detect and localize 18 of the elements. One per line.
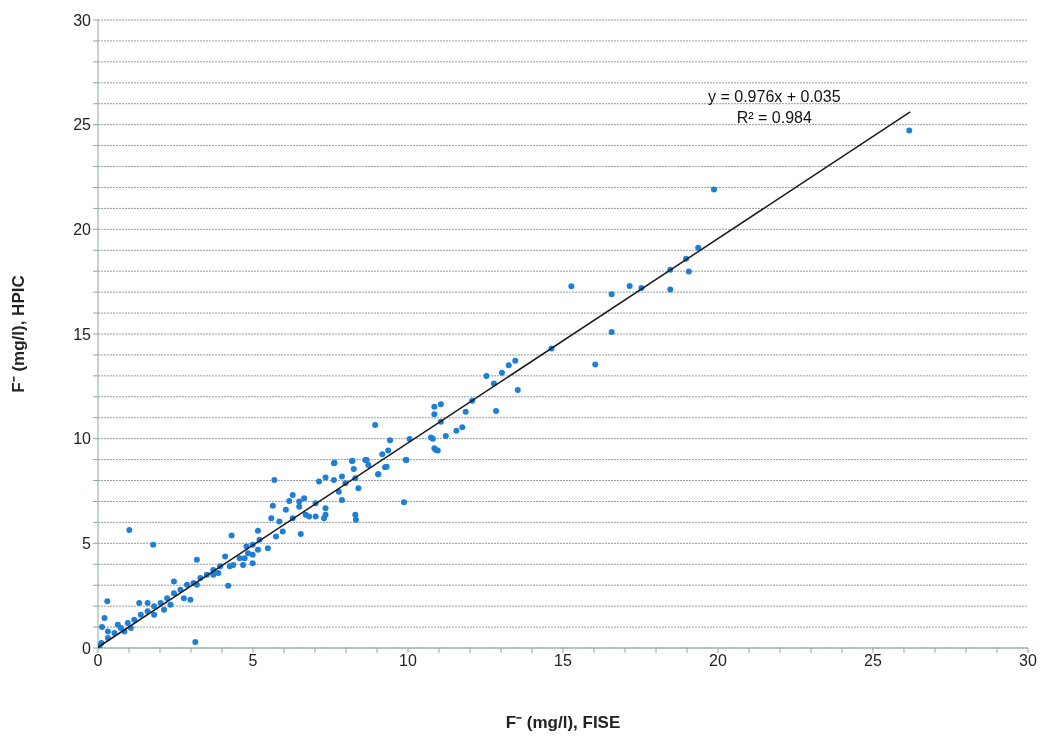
x-axis-title: F⁻ (mg/l), FISE: [505, 713, 621, 732]
y-axis-title: F⁻ (mg/l), HPIC: [9, 275, 29, 393]
y-tick-label: 20: [73, 221, 92, 239]
x-tick-label: 25: [864, 652, 882, 670]
x-tick-label: 30: [1019, 652, 1037, 670]
x-tick-label: 15: [554, 652, 572, 670]
x-tick-label: 0: [93, 652, 103, 670]
y-tick-label: 5: [82, 535, 92, 553]
y-tick-label: 25: [73, 116, 92, 134]
annotation: R² = 0.984: [735, 108, 813, 128]
x-tick-label: 20: [709, 652, 727, 670]
x-tick-label: 5: [248, 652, 258, 670]
x-tick-label: 10: [399, 652, 417, 670]
y-tick-label: 10: [73, 430, 92, 448]
annotation: y = 0.976x + 0.035: [708, 87, 841, 107]
y-tick-label: 30: [73, 11, 92, 29]
y-tick-label: 0: [82, 639, 92, 657]
y-tick-label: 15: [73, 325, 92, 343]
